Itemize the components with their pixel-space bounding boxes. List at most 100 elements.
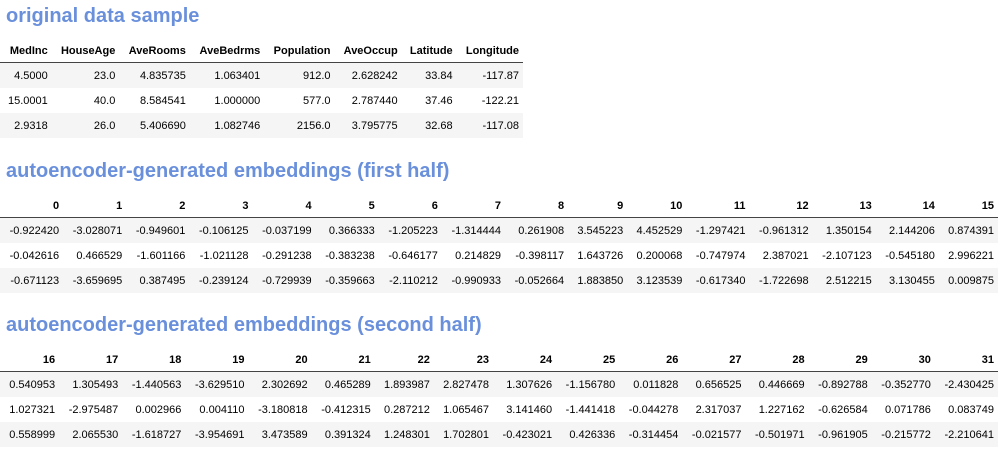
- table-cell: -0.106125: [198, 224, 249, 237]
- table-cell: 2156.0: [296, 119, 331, 132]
- column-header: 12: [749, 194, 813, 218]
- table-cell: -0.215772: [881, 428, 931, 441]
- table-cell: 33.84: [425, 69, 453, 82]
- column-header: AveOccup: [334, 39, 402, 63]
- table-cell: 1.305493: [72, 378, 119, 391]
- table-cell: -0.747974: [695, 249, 746, 262]
- table-cell: 0.426336: [569, 428, 616, 441]
- column-header: 8: [505, 194, 569, 218]
- column-header: 25: [556, 348, 620, 372]
- table-cell: 0.287212: [383, 403, 430, 416]
- table-head: MedInc HouseAge AveRooms AveBedrms Populatio…: [0, 39, 523, 63]
- table-cell: 2.827478: [443, 378, 489, 391]
- table-cell: 4.835735: [139, 69, 186, 82]
- table-cell: 1.027321: [9, 403, 56, 416]
- table-cell: 0.002966: [135, 403, 182, 416]
- table-cell: -0.892788: [818, 378, 868, 391]
- table-cell: 1.883850: [577, 274, 624, 287]
- column-header: 13: [812, 194, 876, 218]
- column-header: 2: [126, 194, 190, 218]
- table-cell: 23.0: [93, 69, 116, 82]
- table-cell: 0.366333: [328, 224, 375, 237]
- table-cell: 2.628242: [351, 69, 398, 82]
- table-cell: -1.441418: [565, 403, 616, 416]
- table-cell: 0.446669: [758, 378, 805, 391]
- table-cell: -0.961905: [818, 428, 868, 441]
- table-cell: 2.787440: [351, 94, 398, 107]
- data-table: MedInc HouseAge AveRooms AveBedrms Populatio…: [0, 39, 523, 138]
- table-cell: 3.473589: [261, 428, 308, 441]
- table-cell: 1.350154: [825, 224, 872, 237]
- header-row: 0 1 2 3 4 5 6 7 8 9 10 11 12 13 14 15: [0, 194, 998, 218]
- table-cell: -2.975487: [68, 403, 119, 416]
- table-cell: 2.512215: [825, 274, 872, 287]
- table-cell: 4.452529: [636, 224, 683, 237]
- table-cell: 0.083749: [948, 403, 994, 416]
- table-row: -0.671123 -3.659695 0.387495 -0.239124 -0.72…: [0, 268, 998, 293]
- table-cell: -0.052664: [514, 274, 565, 287]
- table-cell: -2.210641: [944, 428, 994, 441]
- table-head: 0 1 2 3 4 5 6 7 8 9 10 11 12 13 14 15: [0, 194, 998, 218]
- table-cell: 0.874391: [948, 224, 994, 237]
- table-cell: -0.383238: [325, 249, 375, 262]
- header-row: 16 17 18 19 20 21 22 23 24 25 26 27 28 29 30 31: [0, 348, 998, 372]
- table-cell: 1.248301: [383, 428, 430, 441]
- table-cell: 5.406690: [139, 119, 186, 132]
- table-cell: -0.729939: [262, 274, 312, 287]
- table-cell: -0.042616: [9, 249, 60, 262]
- column-header: Population: [264, 39, 335, 63]
- column-header: 17: [59, 348, 123, 372]
- column-header: 16: [0, 348, 60, 372]
- table-cell: -1.601166: [136, 249, 186, 262]
- table-cell: 0.004110: [199, 403, 245, 416]
- column-header: MedInc: [0, 39, 52, 63]
- column-header: 9: [568, 194, 628, 218]
- table-cell: 26.0: [93, 119, 116, 132]
- table-body: 0.540953 1.305493 -1.440563 -3.629510 2.3026…: [0, 371, 998, 447]
- table-cell: 1.227162: [758, 403, 805, 416]
- column-header: 11: [686, 194, 750, 218]
- column-header: 18: [122, 348, 186, 372]
- table-cell: 0.261908: [518, 224, 565, 237]
- table-cell: -117.08: [482, 119, 520, 132]
- table-row: -0.042616 0.466529 -1.601166 -1.021128 -0.29…: [0, 243, 998, 268]
- column-header: 23: [433, 348, 493, 372]
- table-cell: -0.021577: [691, 428, 742, 441]
- table-row: 0.540953 1.305493 -1.440563 -3.629510 2.3026…: [0, 371, 998, 397]
- table-cell: -0.545180: [885, 249, 935, 262]
- column-header: 26: [619, 348, 683, 372]
- table-cell: -0.626584: [818, 403, 868, 416]
- table-cell: 3.123539: [636, 274, 683, 287]
- table-cell: 912.0: [302, 69, 331, 82]
- table-cell: 4.5000: [14, 69, 48, 82]
- table-cell: 3.130455: [888, 274, 935, 287]
- table-cell: 2.996221: [948, 249, 994, 262]
- table-cell: 0.656525: [695, 378, 742, 391]
- table-cell: -1.722698: [759, 274, 809, 287]
- column-header: 4: [252, 194, 316, 218]
- table-cell: 0.540953: [9, 378, 56, 391]
- column-header: 24: [492, 348, 557, 372]
- table-cell: 1.065467: [443, 403, 489, 416]
- table-cell: 2.317037: [695, 403, 742, 416]
- section-title: original data sample: [6, 5, 200, 27]
- table-body: 4.5000 23.0 4.835735 1.063401 912.0 2.628242 3…: [0, 62, 523, 138]
- table-cell: -0.359663: [325, 274, 375, 287]
- table-cell: 0.071786: [884, 403, 931, 416]
- table-body: -0.922420 -3.028071 -0.949601 -0.106125 -0.0…: [0, 217, 998, 293]
- table-cell: 0.558999: [9, 428, 56, 441]
- table-cell: -0.291238: [262, 249, 312, 262]
- table-cell: 0.009875: [948, 274, 994, 287]
- table-cell: 37.46: [425, 94, 453, 107]
- table-row: -0.922420 -3.028071 -0.949601 -0.106125 -0.0…: [0, 217, 998, 243]
- table-row: 1.027321 -2.975487 0.002966 0.004110 -3.1808…: [0, 397, 998, 422]
- table-cell: 0.200068: [636, 249, 683, 262]
- column-header: 19: [185, 348, 249, 372]
- table-cell: -0.037199: [262, 224, 312, 237]
- column-header: 7: [441, 194, 505, 218]
- column-header: 28: [745, 348, 809, 372]
- data-table: 16 17 18 19 20 21 22 23 24 25 26 27 28 29 30 31 0.540953…: [0, 348, 998, 447]
- table-cell: -3.028071: [72, 224, 123, 237]
- table-cell: -0.314454: [628, 428, 679, 441]
- table-cell: -1.440563: [131, 378, 182, 391]
